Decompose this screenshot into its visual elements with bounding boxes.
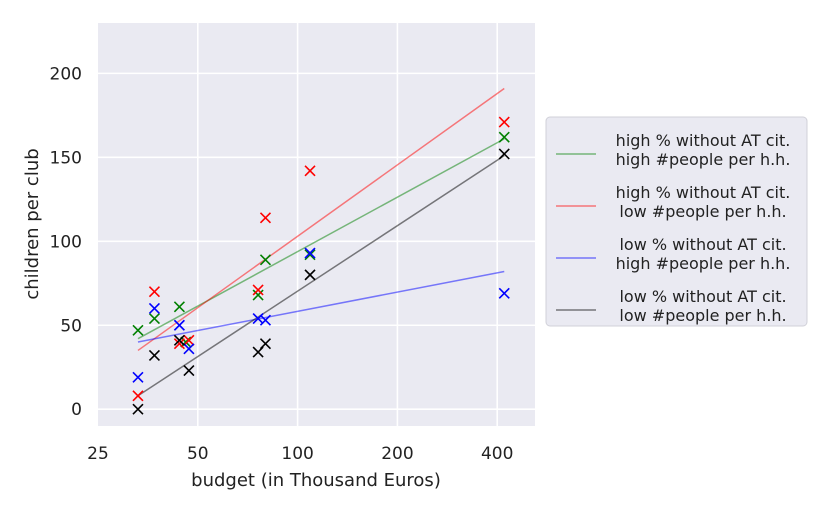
data-point (173, 301, 185, 313)
x-tick-label: 25 (87, 444, 109, 464)
y-tick-label: 200 (50, 64, 82, 84)
data-point (304, 165, 316, 177)
legend-entry: low % without AT cit. high #people per h.… (556, 235, 790, 273)
x-tick-label: 100 (281, 444, 313, 464)
data-point (498, 116, 510, 128)
grid (98, 23, 535, 426)
data-point (173, 319, 185, 331)
data-point (173, 334, 185, 346)
data-point (132, 390, 144, 402)
data-points (132, 116, 510, 415)
data-point (132, 371, 144, 383)
data-point (498, 287, 510, 299)
data-point (304, 249, 316, 261)
legend: high % without AT cit. high #people per h… (545, 116, 808, 327)
data-point (132, 324, 144, 336)
data-point (148, 349, 161, 362)
fit-line (137, 270, 505, 343)
data-point (180, 336, 192, 348)
data-point (259, 212, 272, 224)
y-tick-label: 0 (71, 400, 82, 420)
x-axis-label: budget (in Thousand Euros) (191, 470, 441, 491)
plot-background (98, 23, 535, 426)
y-tick-labels: 0 50 100 150 200 (50, 64, 82, 420)
legend-frame (545, 116, 808, 327)
data-point (498, 148, 510, 160)
legend-label: low % without AT cit. low #people per h.h… (619, 287, 786, 325)
legend-label: high % without AT cit. high #people per h… (616, 131, 791, 169)
data-point (148, 302, 161, 315)
data-point (173, 338, 185, 350)
data-point (148, 286, 161, 298)
x-tick-label: 200 (381, 444, 413, 464)
legend-entry: low % without AT cit. low #people per h.h… (556, 287, 787, 325)
y-tick-label: 150 (50, 148, 82, 168)
data-point (259, 338, 272, 350)
data-point (498, 131, 510, 143)
data-point (183, 334, 195, 346)
data-point (132, 403, 144, 415)
data-point (183, 365, 195, 377)
data-point (252, 289, 264, 301)
legend-label: low % without AT cit. high #people per h.… (616, 235, 791, 273)
fit-line (137, 138, 505, 340)
legend-entry: high % without AT cit. high #people per h… (556, 131, 790, 169)
x-tick-label: 400 (481, 444, 513, 464)
data-point (252, 284, 264, 296)
y-axis-label: children per club (22, 148, 43, 299)
fit-line (137, 87, 505, 352)
y-tick-label: 100 (50, 232, 82, 252)
data-point (259, 314, 272, 326)
data-point (304, 247, 316, 259)
legend-label: high % without AT cit. low #people per h.… (616, 183, 791, 221)
y-tick-label: 50 (60, 316, 82, 336)
data-point (183, 343, 195, 355)
fit-line (137, 155, 505, 397)
data-point (304, 269, 316, 281)
x-tick-labels: 25 50 100 200 400 (87, 444, 513, 464)
data-point (148, 312, 161, 325)
data-point (259, 254, 272, 266)
legend-entry: high % without AT cit. low #people per h.… (556, 183, 790, 221)
x-tick-label: 50 (187, 444, 209, 464)
fit-lines (137, 87, 505, 397)
